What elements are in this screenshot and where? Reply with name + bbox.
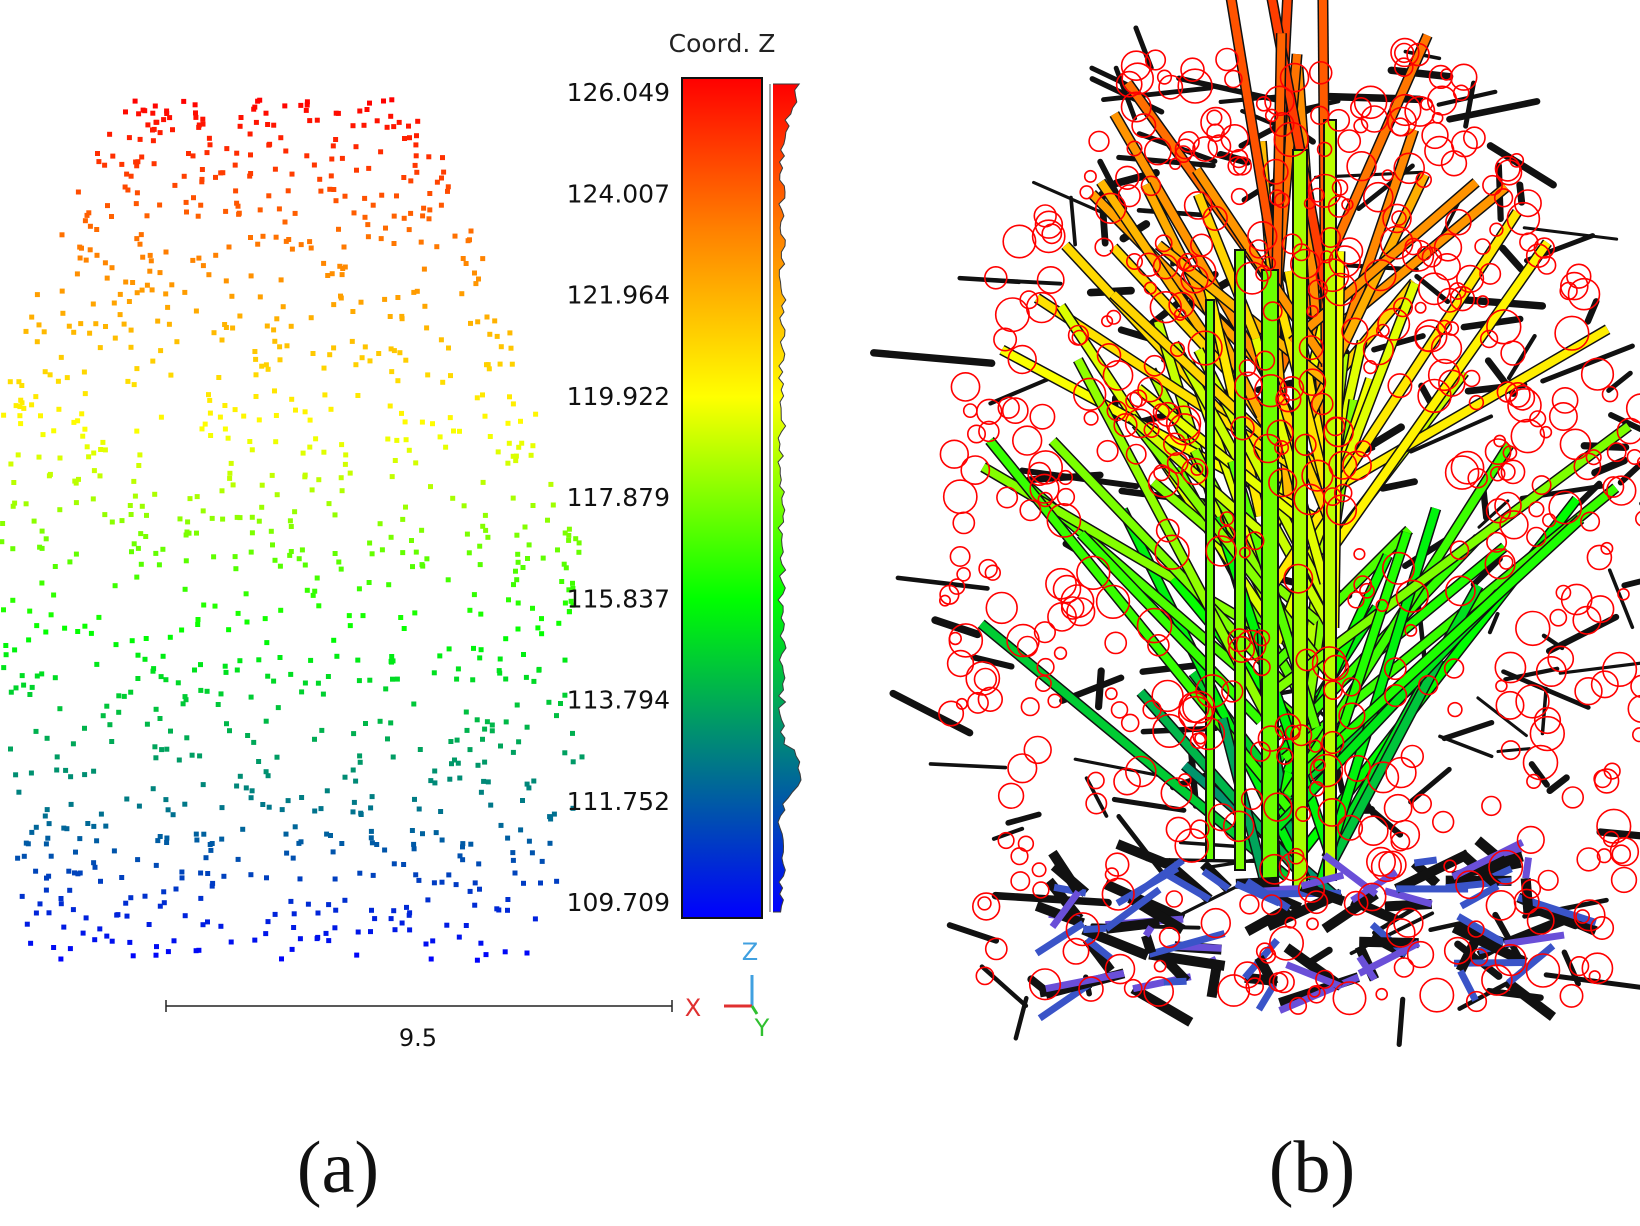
colorbar-ticks: 126.049 124.007 121.964 119.922 117.879 115.8… bbox=[567, 78, 670, 917]
colorbar-gradient bbox=[681, 77, 763, 919]
colorbar-tick-label: 121.964 bbox=[567, 281, 670, 310]
scale-bar-label: 9.5 bbox=[399, 1024, 437, 1052]
cylinder-model bbox=[870, 0, 1640, 1048]
colorbar-tick-label: 111.752 bbox=[567, 787, 670, 816]
colorbar-tick-label: 119.922 bbox=[567, 382, 670, 411]
caption-b: (b) bbox=[1269, 1127, 1355, 1209]
panel-a: Coord. Z 126.049 124.007 121.964 119.922 117… bbox=[0, 29, 802, 1209]
panel-b: (b) bbox=[870, 0, 1640, 1209]
caption-a: (a) bbox=[297, 1127, 379, 1209]
colorbar-tick-label: 113.794 bbox=[567, 686, 670, 715]
z-axis-label: Z bbox=[742, 938, 758, 966]
colorbar-tick-label: 109.709 bbox=[567, 888, 670, 917]
point-cloud bbox=[0, 97, 585, 963]
colorbar-tick-label: 124.007 bbox=[567, 179, 670, 208]
colorbar-title: Coord. Z bbox=[669, 29, 776, 58]
scale-bar: 9.5 bbox=[165, 1000, 673, 1052]
colorbar: Coord. Z 126.049 124.007 121.964 119.922 117… bbox=[567, 29, 802, 919]
y-axis-label: Y bbox=[754, 1014, 770, 1042]
colorbar-tick-label: 115.837 bbox=[567, 584, 670, 613]
x-axis-label: X bbox=[685, 994, 701, 1022]
y-axis-line bbox=[750, 1005, 759, 1015]
colorbar-tick-label: 117.879 bbox=[567, 483, 670, 512]
colorbar-histogram bbox=[771, 83, 802, 913]
axis-triad: Z X Y bbox=[685, 938, 770, 1042]
colorbar-tick-label: 126.049 bbox=[567, 78, 670, 107]
